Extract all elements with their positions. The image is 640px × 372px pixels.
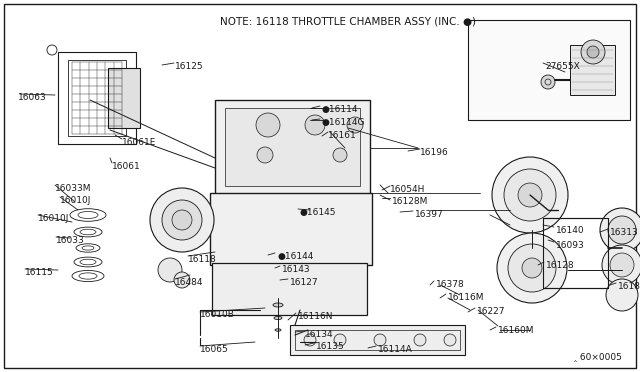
Text: ●16145: ●16145 xyxy=(300,208,337,217)
Text: ●16114: ●16114 xyxy=(322,105,358,114)
Text: 16128M: 16128M xyxy=(392,197,428,206)
Text: ●16144: ●16144 xyxy=(278,252,314,261)
Circle shape xyxy=(444,334,456,346)
Text: NOTE: 16118 THROTTLE CHAMBER ASSY (INC. ●): NOTE: 16118 THROTTLE CHAMBER ASSY (INC. … xyxy=(220,16,476,26)
Circle shape xyxy=(333,148,347,162)
Text: 16061: 16061 xyxy=(112,162,141,171)
Text: 16010J: 16010J xyxy=(60,196,92,205)
Bar xyxy=(212,263,367,315)
Circle shape xyxy=(518,183,542,207)
Bar xyxy=(68,60,126,136)
Text: 16063: 16063 xyxy=(18,93,47,102)
Circle shape xyxy=(602,245,640,285)
Circle shape xyxy=(304,334,316,346)
Text: 16054H: 16054H xyxy=(390,185,426,194)
Text: 16161: 16161 xyxy=(328,131,356,140)
Text: 16196: 16196 xyxy=(420,148,449,157)
Text: 16484: 16484 xyxy=(175,278,204,287)
Text: 27655X: 27655X xyxy=(545,62,580,71)
Text: 16397: 16397 xyxy=(415,210,444,219)
Text: 16160M: 16160M xyxy=(498,326,534,335)
Bar xyxy=(225,108,360,186)
Text: 16065: 16065 xyxy=(200,345,228,354)
Circle shape xyxy=(150,188,214,252)
Circle shape xyxy=(541,75,555,89)
Text: 16140: 16140 xyxy=(556,226,584,235)
Ellipse shape xyxy=(274,317,282,320)
Bar xyxy=(58,52,136,144)
Circle shape xyxy=(374,334,386,346)
Bar xyxy=(570,45,615,95)
Circle shape xyxy=(305,115,325,135)
Text: 16134: 16134 xyxy=(305,330,333,339)
Circle shape xyxy=(497,233,567,303)
Text: 16114A: 16114A xyxy=(378,345,413,354)
Circle shape xyxy=(492,157,568,233)
Bar xyxy=(543,218,608,288)
Text: 16143: 16143 xyxy=(282,265,310,274)
Ellipse shape xyxy=(275,329,281,331)
Bar xyxy=(210,193,372,265)
Bar xyxy=(295,330,460,350)
Text: 16116N: 16116N xyxy=(298,312,333,321)
Text: 16227: 16227 xyxy=(477,307,506,316)
Text: 16061E: 16061E xyxy=(122,138,156,147)
Circle shape xyxy=(522,258,542,278)
Bar xyxy=(468,20,630,120)
Text: 16010J: 16010J xyxy=(38,214,69,223)
Text: 16115: 16115 xyxy=(25,268,54,277)
Circle shape xyxy=(504,169,556,221)
Text: 16010B: 16010B xyxy=(200,310,235,319)
Circle shape xyxy=(608,216,636,244)
Bar xyxy=(108,68,140,128)
Circle shape xyxy=(172,210,192,230)
Circle shape xyxy=(158,258,182,282)
Circle shape xyxy=(600,208,640,252)
Circle shape xyxy=(334,334,346,346)
Text: 16313: 16313 xyxy=(610,228,639,237)
Bar xyxy=(215,100,370,195)
Text: 16182: 16182 xyxy=(618,282,640,291)
Text: 16033M: 16033M xyxy=(55,184,92,193)
Bar xyxy=(290,325,465,355)
Text: 16378: 16378 xyxy=(436,280,465,289)
Circle shape xyxy=(606,279,638,311)
Text: ●16114G: ●16114G xyxy=(322,118,365,127)
Circle shape xyxy=(257,147,273,163)
Text: ‸ 60×0005: ‸ 60×0005 xyxy=(574,353,622,362)
Text: 16128: 16128 xyxy=(546,261,575,270)
Circle shape xyxy=(587,46,599,58)
Circle shape xyxy=(256,113,280,137)
Circle shape xyxy=(347,117,363,133)
Circle shape xyxy=(174,272,190,288)
Text: 16118: 16118 xyxy=(188,255,217,264)
Text: 16135: 16135 xyxy=(316,342,345,351)
Text: 16093: 16093 xyxy=(556,241,585,250)
Circle shape xyxy=(610,253,634,277)
Circle shape xyxy=(414,334,426,346)
Text: 16033: 16033 xyxy=(56,236,84,245)
Circle shape xyxy=(162,200,202,240)
Ellipse shape xyxy=(273,303,283,307)
Text: 16127: 16127 xyxy=(290,278,319,287)
Circle shape xyxy=(508,244,556,292)
Text: 16116M: 16116M xyxy=(448,293,484,302)
Text: 16125: 16125 xyxy=(175,62,204,71)
Circle shape xyxy=(581,40,605,64)
